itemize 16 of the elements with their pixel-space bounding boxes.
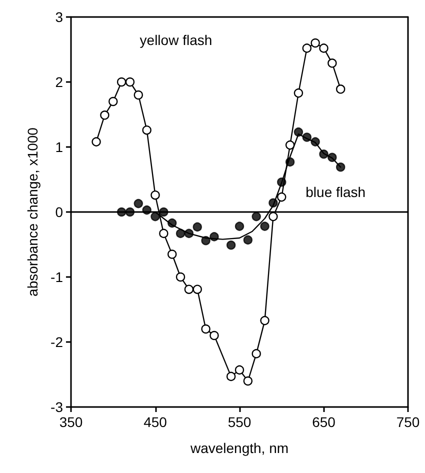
x-tick-label: 650 — [312, 414, 336, 430]
x-tick-label: 550 — [228, 414, 252, 430]
text: yellow flash — [140, 32, 212, 48]
y-tick-label: -1 — [50, 269, 64, 285]
y-tick-label: 0 — [55, 204, 64, 220]
x-axis-title: wavelength, nm — [189, 440, 289, 456]
x-tick-label: 750 — [396, 414, 420, 430]
y-axis-title: absorbance change, x1000 — [24, 127, 41, 296]
y-tick-label: 3 — [55, 9, 64, 25]
y-tick-label: -2 — [50, 334, 64, 350]
x-tick-label: 350 — [59, 414, 83, 430]
y-tick-label: 1 — [55, 139, 64, 155]
x-tick-label: 450 — [144, 414, 168, 430]
y-tick-label: 2 — [55, 74, 64, 90]
y-tick-label: -3 — [50, 399, 64, 415]
series-label: blue flash — [306, 184, 366, 200]
